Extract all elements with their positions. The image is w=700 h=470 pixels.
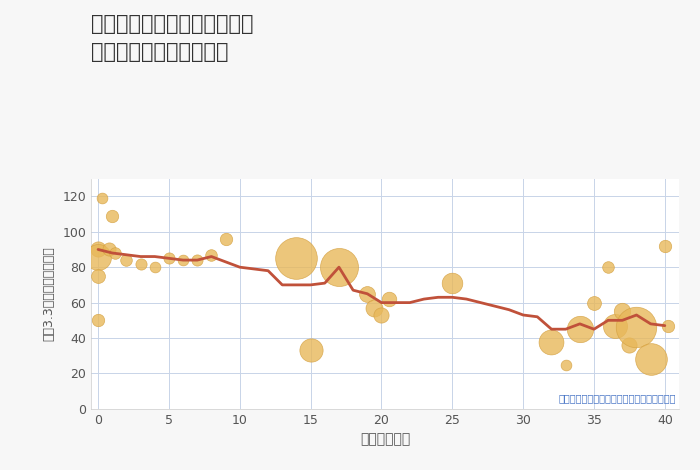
Point: [163, 255, 174, 262]
Point: [92, 317, 104, 324]
Point: [383, 295, 394, 303]
Point: [610, 322, 621, 329]
Point: [206, 251, 217, 258]
Point: [617, 308, 628, 315]
Text: 愛知県名古屋市北区西味鋺の
築年数別中古戸建て価格: 愛知県名古屋市北区西味鋺の 築年数別中古戸建て価格: [91, 14, 253, 62]
Y-axis label: 坪（3.3㎡）単価（万円）: 坪（3.3㎡）単価（万円）: [42, 246, 55, 341]
Point: [92, 253, 104, 260]
Point: [645, 355, 657, 363]
Point: [192, 256, 203, 264]
Point: [603, 263, 614, 271]
Point: [135, 260, 146, 267]
Point: [121, 256, 132, 264]
Point: [178, 256, 189, 264]
Point: [92, 246, 104, 253]
Point: [290, 255, 302, 262]
Point: [92, 272, 104, 280]
Point: [220, 235, 231, 243]
Point: [376, 311, 387, 319]
Point: [369, 304, 380, 312]
Point: [662, 322, 673, 329]
Point: [305, 347, 316, 354]
Point: [574, 325, 585, 333]
Point: [149, 263, 160, 271]
Point: [106, 212, 118, 219]
Point: [362, 290, 373, 298]
Text: 円の大きさは、取引のあった物件面積を示す: 円の大きさは、取引のあった物件面積を示す: [559, 393, 676, 404]
Point: [447, 279, 458, 287]
Point: [333, 263, 344, 271]
Point: [659, 242, 671, 250]
Point: [546, 338, 557, 345]
Point: [589, 299, 600, 306]
Point: [97, 194, 108, 202]
X-axis label: 築年数（年）: 築年数（年）: [360, 432, 410, 446]
Point: [624, 341, 635, 349]
Point: [631, 324, 642, 331]
Point: [560, 361, 571, 368]
Point: [104, 246, 115, 253]
Point: [109, 249, 120, 257]
